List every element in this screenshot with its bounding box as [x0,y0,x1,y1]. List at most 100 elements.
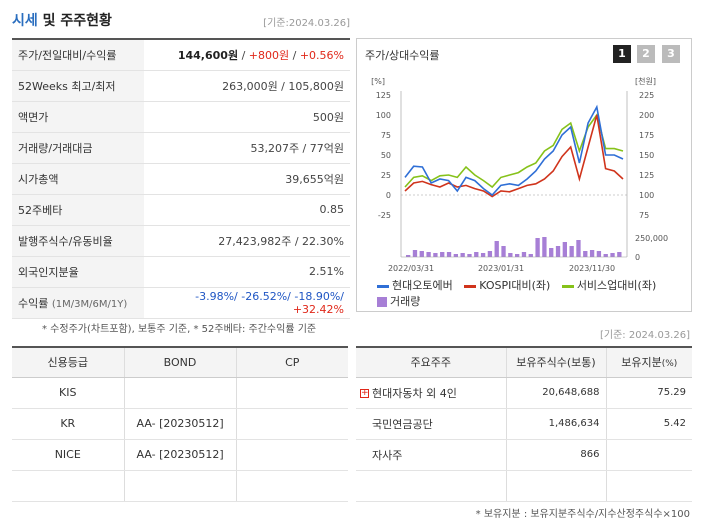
row-value: 0.85 [144,194,350,226]
table-row: 수익률 (1M/3M/6M/1Y) -3.98%/ -26.52%/ -18.9… [12,287,350,319]
bond-cell: AA- [20230512] [123,439,236,471]
volume-bar [426,252,431,257]
y-right-tick-label: 175 [639,131,654,140]
price-chart-panel: 주가/상대수익률 1 2 3 [%] [천원] 125 100 75 50 25 0 -25… [356,38,692,312]
table-row: KR AA- [20230512] [12,408,348,440]
cp-cell [235,470,348,502]
volume-bar [569,246,574,257]
row-label: 발행주식수/유동비율 [12,225,144,257]
holder-name-cell: 자사주 [356,439,506,471]
x-tick-label: 2023/01/31 [478,264,524,273]
shares-cell: 1,486,634 [505,408,606,440]
price-value: 144,600원 / +800원 / +0.56% [144,39,350,71]
table-row: NICE AA- [20230512] [12,439,348,471]
row-value: 2.51% [144,256,350,288]
volume-bar [596,251,602,257]
y-right-tick-label: 125 [639,171,654,180]
row-value: 53,207주 / 77억원 [144,132,350,164]
volume-bar [467,254,472,257]
chart-legend: 현대오토에버 KOSPI대비(좌) 서비스업대비(좌) 거래량 [377,277,687,309]
row-value: 39,655억원 [144,163,350,195]
shares-cell: 866 [505,439,606,471]
cp-cell [235,408,348,440]
table-row: 액면가 500원 [12,101,350,133]
footnote-holders: * 보유지분 : 보유지분주식수/지수산정주식수×100 [475,509,690,520]
credit-rating-table: 신용등급 BOND CP KIS KR AA- [20230512] NICE … [12,346,348,502]
agency-cell: NICE [12,439,124,471]
y-right-tick-label: 150 [639,151,654,160]
volume-bar [535,238,540,257]
chart-page-2-button[interactable]: 2 [637,45,655,63]
x-tick-label: 2022/03/31 [388,264,434,273]
row-label: 거래량/거래대금 [12,132,144,164]
volume-bar [501,246,506,257]
table-row: 주가/전일대비/수익률 144,600원 / +800원 / +0.56% [12,39,350,71]
series-line-2 [404,114,624,198]
table-row: 국민연금공단 1,486,634 5.42 [356,408,692,440]
holder-name-cell: 국민연금공단 [356,408,506,440]
volume-bar [433,253,438,257]
volume-bar [460,253,465,257]
table-row: + 현대자동차 외 4인 20,648,688 75.29 [356,377,692,409]
volume-bar [515,254,520,257]
shares-cell [505,470,606,502]
holder-name-cell[interactable]: + 현대자동차 외 4인 [356,377,506,409]
table-row: 거래량/거래대금 53,207주 / 77억원 [12,132,350,164]
row-label: 52주베타 [12,194,144,226]
column-header: 보유지분(%) [605,347,692,378]
row-label: 수익률 (1M/3M/6M/1Y) [12,287,144,319]
volume-bar [610,253,615,257]
volume-bar [419,251,424,257]
series-line-3 [404,113,624,189]
price-chart: [%] [천원] 125 100 75 50 25 0 -25 225 200 175 150 12… [371,76,668,273]
volume-bar [583,251,588,257]
volume-bar [617,252,622,257]
chart-page-1-button[interactable]: 1 [613,45,631,63]
table-row: 외국인지분율 2.51% [12,256,350,288]
table-row: 52Weeks 최고/최저 263,000원 / 105,800원 [12,70,350,102]
volume-bar [412,250,418,257]
legend-swatch [464,284,477,288]
row-value: 27,423,982주 / 22.30% [144,225,350,257]
table-row: KIS [12,377,348,409]
cp-cell [235,377,348,409]
row-label: 시가총액 [12,163,144,195]
legend-swatch [561,284,574,288]
legend-item: 서비스업대비(좌) [561,277,656,293]
returns-value: -3.98%/ -26.52%/ -18.90%/ +32.42% [144,287,350,319]
table-row: 시가총액 39,655억원 [12,163,350,195]
volume-bar [480,253,486,257]
agency-cell [12,470,124,502]
volume-bar [440,252,445,257]
table-row: 발행주식수/유동비율 27,423,982주 / 22.30% [12,225,350,257]
volume-bar [576,240,581,257]
holder-name-cell [356,470,506,502]
y-left-tick-label: -25 [378,211,391,220]
y-left-tick-label: 0 [386,191,391,200]
legend-swatch [377,297,387,307]
series-line-1 [404,104,624,197]
table-row: 52주베타 0.85 [12,194,350,226]
volume-axis-top: 250,000 [635,234,668,243]
y-left-tick-label: 125 [376,91,391,100]
x-tick-label: 2023/11/30 [569,264,615,273]
y-left-tick-label: 75 [381,131,391,140]
reference-date-2: [기준: 2024.03.26] [599,330,690,341]
column-header: 보유주식수(보통) [505,347,606,378]
legend-item: 거래량 [377,293,420,309]
shares-cell: 20,648,688 [505,377,606,409]
volume-bar [521,252,527,257]
volume-bar [562,242,567,257]
volume-bar [446,252,452,257]
chart-page-3-button[interactable]: 3 [662,45,680,63]
footnote-price: * 수정주가(차트포함), 보통주 기준, * 52주베타: 주간수익률 기준 [42,324,317,335]
pct-cell [605,439,692,471]
expand-plus-icon[interactable]: + [360,388,369,398]
volume-bar [549,248,554,257]
bond-cell [123,470,236,502]
pct-cell: 5.42 [605,408,692,440]
table-header-row: 주요주주 보유주식수(보통) 보유지분(%) [356,347,692,378]
volume-bar [542,237,547,257]
shareholder-table: 주요주주 보유주식수(보통) 보유지분(%) + 현대자동차 외 4인 20,64… [356,346,692,502]
agency-cell: KIS [12,377,124,409]
